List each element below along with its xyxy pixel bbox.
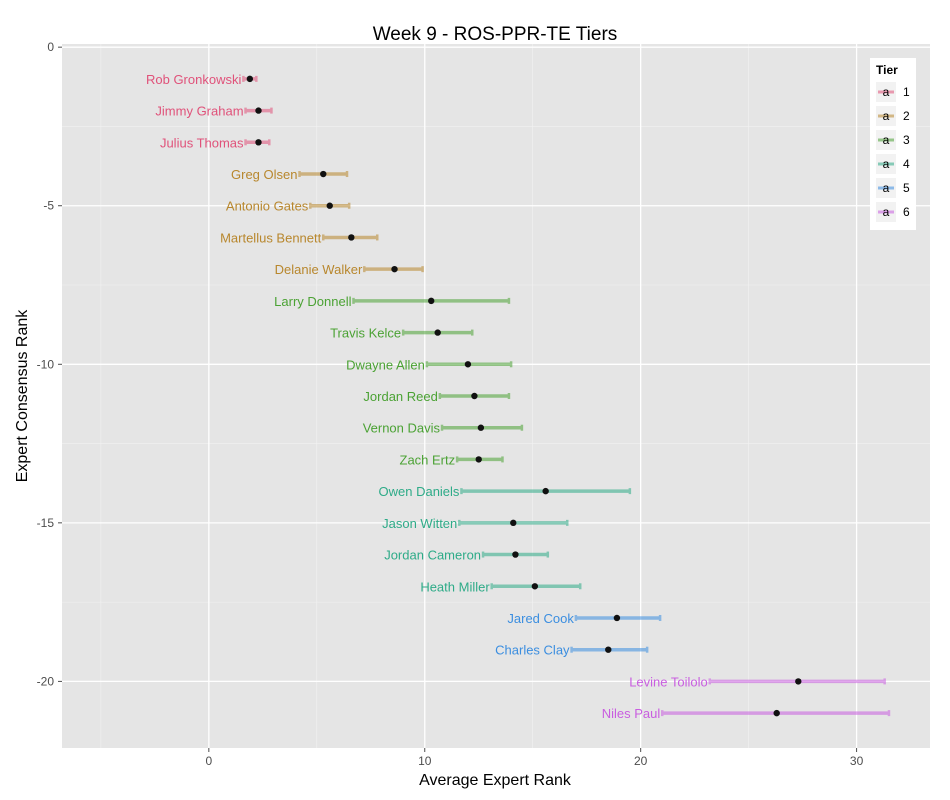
legend-title: Tier — [876, 63, 898, 77]
data-point — [464, 361, 472, 368]
point-label: Jordan Cameron — [384, 548, 481, 563]
data-point — [605, 646, 612, 653]
data-point — [510, 519, 517, 527]
point-label: Jimmy Graham — [155, 104, 243, 119]
legend-label: 5 — [903, 181, 910, 195]
y-tick-label: -15 — [37, 516, 55, 530]
x-tick-label: 10 — [418, 754, 432, 768]
point-label: Owen Daniels — [379, 484, 460, 499]
grid-minor — [62, 44, 930, 748]
x-axis: 0 10 20 30 — [205, 748, 864, 768]
data-point — [326, 202, 333, 209]
data-point — [391, 265, 398, 273]
data-point — [613, 614, 621, 622]
data-point — [255, 107, 262, 114]
point-label: Rob Gronkowski — [146, 72, 241, 87]
data-point — [348, 234, 355, 241]
y-tick-label: 0 — [47, 40, 54, 54]
legend: Tier a 1a 2a 3a 4a 5a 6 — [870, 58, 916, 230]
data-point — [773, 709, 780, 717]
point-label: Niles Paul — [602, 706, 661, 721]
data-point — [434, 329, 441, 336]
data-point — [531, 583, 539, 590]
point-label: Martellus Bennett — [220, 230, 322, 245]
data-point — [471, 392, 478, 400]
x-tick-label: 20 — [634, 754, 648, 768]
point-label: Jared Cook — [507, 611, 574, 626]
x-tick-label: 30 — [850, 754, 864, 768]
data-point — [512, 551, 519, 558]
y-tick-label: -10 — [37, 357, 55, 371]
point-label: Delanie Walker — [275, 262, 363, 277]
legend-label: 1 — [903, 85, 910, 99]
data-point — [477, 424, 485, 431]
point-label: Dwayne Allen — [346, 357, 425, 372]
point-label: Vernon Davis — [363, 421, 441, 436]
y-axis: 0 -5 -10 -15 -20 — [37, 40, 62, 688]
point-label: Greg Olsen — [231, 167, 297, 182]
point-labels: Rob Gronkowski Jimmy Graham Julius Thomas G… — [146, 72, 708, 721]
legend-entries: a 1a 2a 3a 4a 5a 6 — [876, 82, 910, 222]
y-axis-title: Expert Consensus Rank — [14, 309, 31, 483]
point-label: Travis Kelce — [330, 326, 401, 341]
legend-key-glyph: a — [883, 85, 890, 99]
legend-label: 4 — [903, 157, 910, 171]
legend-key-glyph: a — [883, 157, 890, 171]
x-axis-title: Average Expert Rank — [419, 772, 572, 789]
data-point — [795, 678, 802, 685]
legend-key-glyph: a — [883, 181, 890, 195]
data-point — [542, 487, 549, 495]
point-label: Julius Thomas — [160, 135, 244, 150]
data-point — [320, 170, 327, 178]
legend-label: 3 — [903, 133, 910, 147]
data-point — [428, 297, 435, 305]
point-label: Charles Clay — [495, 643, 570, 658]
legend-label: 2 — [903, 109, 910, 123]
data-point — [475, 456, 482, 463]
point-label: Zach Ertz — [400, 452, 456, 467]
y-tick-label: -5 — [43, 199, 54, 213]
legend-label: 6 — [903, 205, 910, 219]
data-point — [246, 75, 254, 83]
point-label: Jordan Reed — [363, 389, 437, 404]
x-tick-label: 0 — [205, 754, 212, 768]
chart-title: Week 9 - ROS-PPR-TE Tiers — [373, 24, 618, 45]
y-tick-label: -20 — [37, 674, 55, 688]
legend-key-glyph: a — [883, 205, 890, 219]
legend-key-glyph: a — [883, 133, 890, 147]
points — [246, 75, 802, 717]
point-label: Jason Witten — [382, 516, 457, 531]
point-label: Antonio Gates — [226, 199, 309, 214]
legend-key-glyph: a — [883, 109, 890, 123]
point-label: Larry Donnell — [274, 294, 351, 309]
point-label: Levine Toilolo — [629, 674, 708, 689]
point-label: Heath Miller — [420, 579, 490, 594]
data-point — [255, 139, 262, 146]
